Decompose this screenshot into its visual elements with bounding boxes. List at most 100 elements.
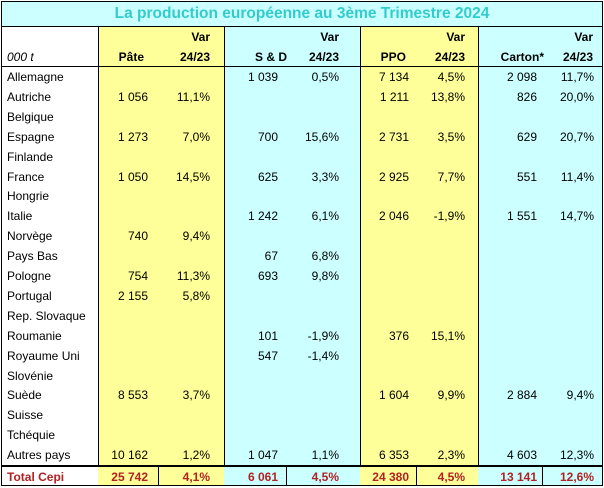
sd-cell xyxy=(224,87,278,107)
ppo-var-cell: 7,7% xyxy=(437,169,465,184)
ppo-cell xyxy=(360,147,409,167)
pate-var-cell: 1,2% xyxy=(182,448,210,463)
ppo-var-cell xyxy=(416,346,465,366)
total-divider-3 xyxy=(416,465,417,486)
carton-var-cell: 12,3% xyxy=(559,448,594,463)
ppo-cell: 7 134 xyxy=(378,70,409,84)
pate-var-cell xyxy=(158,107,210,127)
ppo-cell xyxy=(360,246,409,266)
ppo-cell xyxy=(360,186,409,206)
total-divider-4 xyxy=(542,465,543,486)
carton-cell: 1 551 xyxy=(506,209,537,224)
pate-header: Pâte xyxy=(118,50,144,64)
total-pate-var: 4,1% xyxy=(182,470,210,484)
pate-var-cell: 11,3% xyxy=(176,269,210,283)
ppo-cell xyxy=(360,107,409,127)
sd-cell xyxy=(224,147,278,167)
carton-var-cell xyxy=(542,326,594,346)
pate-var-cell xyxy=(158,147,210,167)
pate-cell xyxy=(98,186,148,206)
sd-cell xyxy=(224,385,278,405)
total-label: Total Cepi xyxy=(7,470,65,484)
sd-cell: 547 xyxy=(257,348,278,363)
pate-var-cell xyxy=(158,186,210,206)
pate-cell xyxy=(98,246,148,266)
sd-var-cell xyxy=(286,306,339,326)
carton-header: Carton* xyxy=(500,50,544,64)
carton-cell xyxy=(478,286,537,306)
carton-cell xyxy=(478,186,537,206)
pate-var-cell xyxy=(158,366,210,386)
pate-var-cell xyxy=(158,425,210,445)
sd-cell: 700 xyxy=(257,129,278,144)
sd-header: S & D xyxy=(254,50,287,64)
pate-year-header: 24/23 xyxy=(179,50,210,64)
pate-cell xyxy=(98,425,148,445)
carton-cell xyxy=(478,405,537,425)
table-title: La production européenne au 3ème Trimest… xyxy=(2,2,602,27)
total-row: Total Cepi 25 742 4,1% 6 061 4,5% 24 380… xyxy=(2,465,602,488)
pate-column-band xyxy=(98,27,224,485)
pate-cell: 1 273 xyxy=(117,129,148,144)
carton-cell xyxy=(478,346,537,366)
carton-var-cell: 14,7% xyxy=(559,209,594,224)
ppo-cell xyxy=(360,226,409,246)
pate-var-header: Var xyxy=(191,30,210,44)
country-cell: Finlande xyxy=(7,149,54,164)
sd-cell xyxy=(224,366,278,386)
carton-var-cell xyxy=(542,226,594,246)
carton-var-cell xyxy=(542,107,594,127)
sd-var-cell: 6,1% xyxy=(311,209,339,224)
sd-cell: 1 047 xyxy=(247,448,278,463)
pate-cell: 754 xyxy=(127,269,148,283)
ppo-var-cell xyxy=(416,186,465,206)
sd-var-cell xyxy=(286,286,339,306)
sd-year-header: 24/23 xyxy=(308,50,339,64)
total-ppo: 24 380 xyxy=(372,470,409,484)
ppo-var-cell xyxy=(416,366,465,386)
carton-cell xyxy=(478,266,537,286)
divider-carton xyxy=(478,27,479,465)
ppo-cell: 1 604 xyxy=(378,388,409,403)
pate-cell xyxy=(98,147,148,167)
sd-cell xyxy=(224,226,278,246)
carton-var-header: Var xyxy=(574,30,593,44)
carton-cell xyxy=(478,107,537,127)
pate-cell xyxy=(98,67,148,87)
carton-cell: 4 603 xyxy=(506,448,537,463)
carton-var-cell: 20,7% xyxy=(559,129,594,144)
ppo-var-cell xyxy=(416,147,465,167)
sd-var-header: Var xyxy=(320,30,339,44)
pate-var-cell xyxy=(158,326,210,346)
sd-cell: 1 242 xyxy=(247,209,278,224)
carton-year-header: 24/23 xyxy=(562,50,593,64)
country-cell: Autriche xyxy=(7,89,52,104)
country-cell: Slovénie xyxy=(7,368,54,383)
sd-var-cell xyxy=(286,107,339,127)
carton-cell xyxy=(478,425,537,445)
carton-cell xyxy=(478,226,537,246)
carton-var-cell: 11,7% xyxy=(560,70,594,84)
country-cell: Rep. Slovaque xyxy=(7,308,86,323)
sd-var-cell xyxy=(286,186,339,206)
pate-cell: 10 162 xyxy=(111,448,148,463)
ppo-var-cell xyxy=(416,306,465,326)
table-row: Slovénie xyxy=(2,366,602,386)
sd-cell: 101 xyxy=(257,328,278,343)
ppo-cell: 2 731 xyxy=(378,129,409,144)
carton-cell: 2 884 xyxy=(506,388,537,403)
sd-var-cell xyxy=(286,366,339,386)
table-row: Espagne 1 273 7,0% 700 15,6% 2 731 3,5% 629 20,7… xyxy=(2,127,602,147)
ppo-var-cell xyxy=(416,425,465,445)
carton-cell xyxy=(478,147,537,167)
carton-cell xyxy=(478,366,537,386)
ppo-var-cell: 4,5% xyxy=(437,70,465,84)
country-cell: Royaume Uni xyxy=(7,348,80,363)
country-cell: Belgique xyxy=(7,109,54,124)
unit-label: 000 t xyxy=(7,50,34,64)
carton-cell: 629 xyxy=(516,129,537,144)
carton-cell xyxy=(478,246,537,266)
carton-cell xyxy=(478,326,537,346)
sd-cell xyxy=(224,405,278,425)
table-row: Suède 8 553 3,7% 1 604 9,9% 2 884 9,4% xyxy=(2,385,602,405)
